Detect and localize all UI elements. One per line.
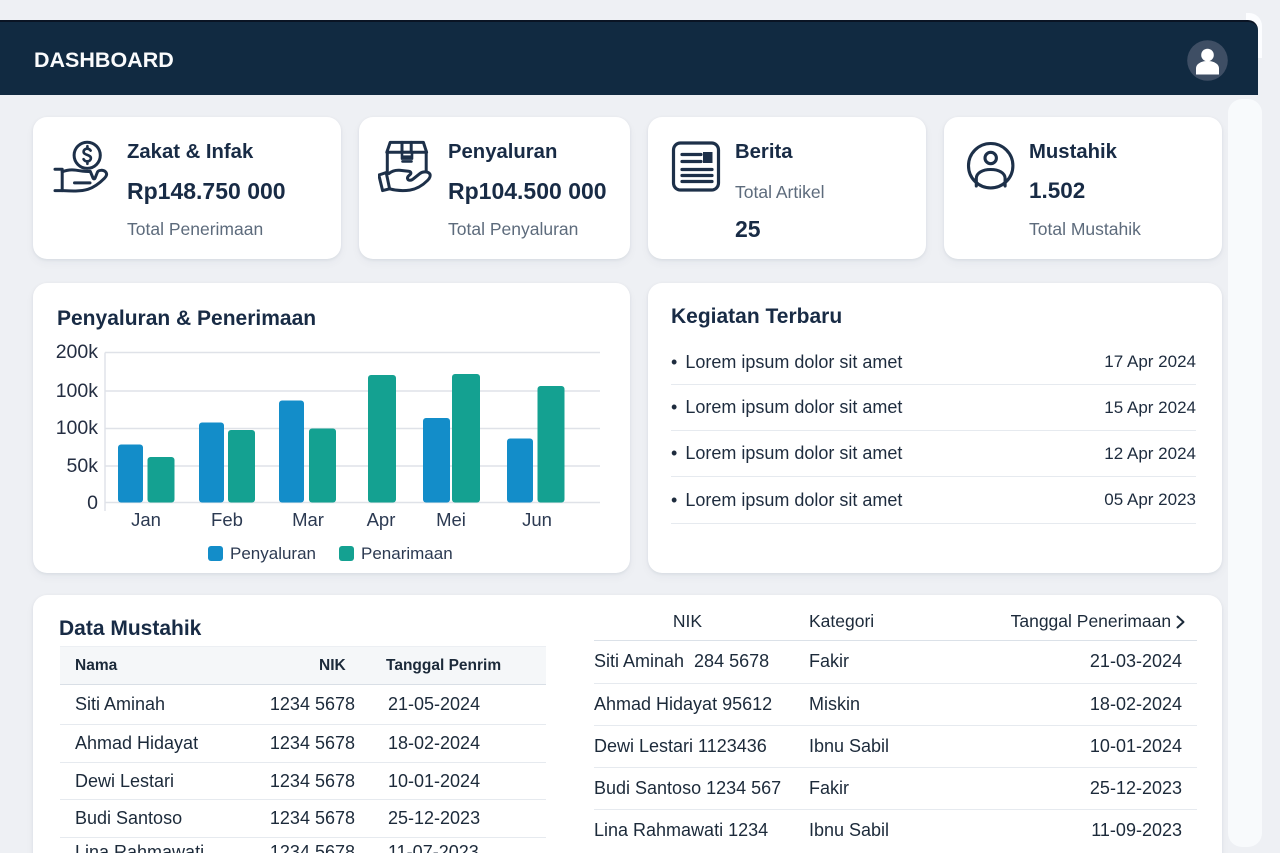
svg-text:0: 0: [87, 492, 98, 514]
svg-text:Mei: Mei: [436, 509, 466, 530]
svg-text:Mar: Mar: [292, 509, 324, 530]
svg-text:Penarimaan: Penarimaan: [361, 544, 453, 563]
svg-text:Penyaluran: Penyaluran: [230, 544, 316, 563]
svg-text:Feb: Feb: [211, 509, 243, 530]
svg-text:200k: 200k: [56, 341, 99, 363]
svg-text:50k: 50k: [67, 455, 99, 477]
svg-text:Apr: Apr: [367, 509, 396, 530]
svg-text:Jan: Jan: [131, 509, 161, 530]
svg-text:Jun: Jun: [522, 509, 552, 530]
svg-text:100k: 100k: [56, 380, 99, 402]
svg-text:100k: 100k: [56, 417, 99, 439]
